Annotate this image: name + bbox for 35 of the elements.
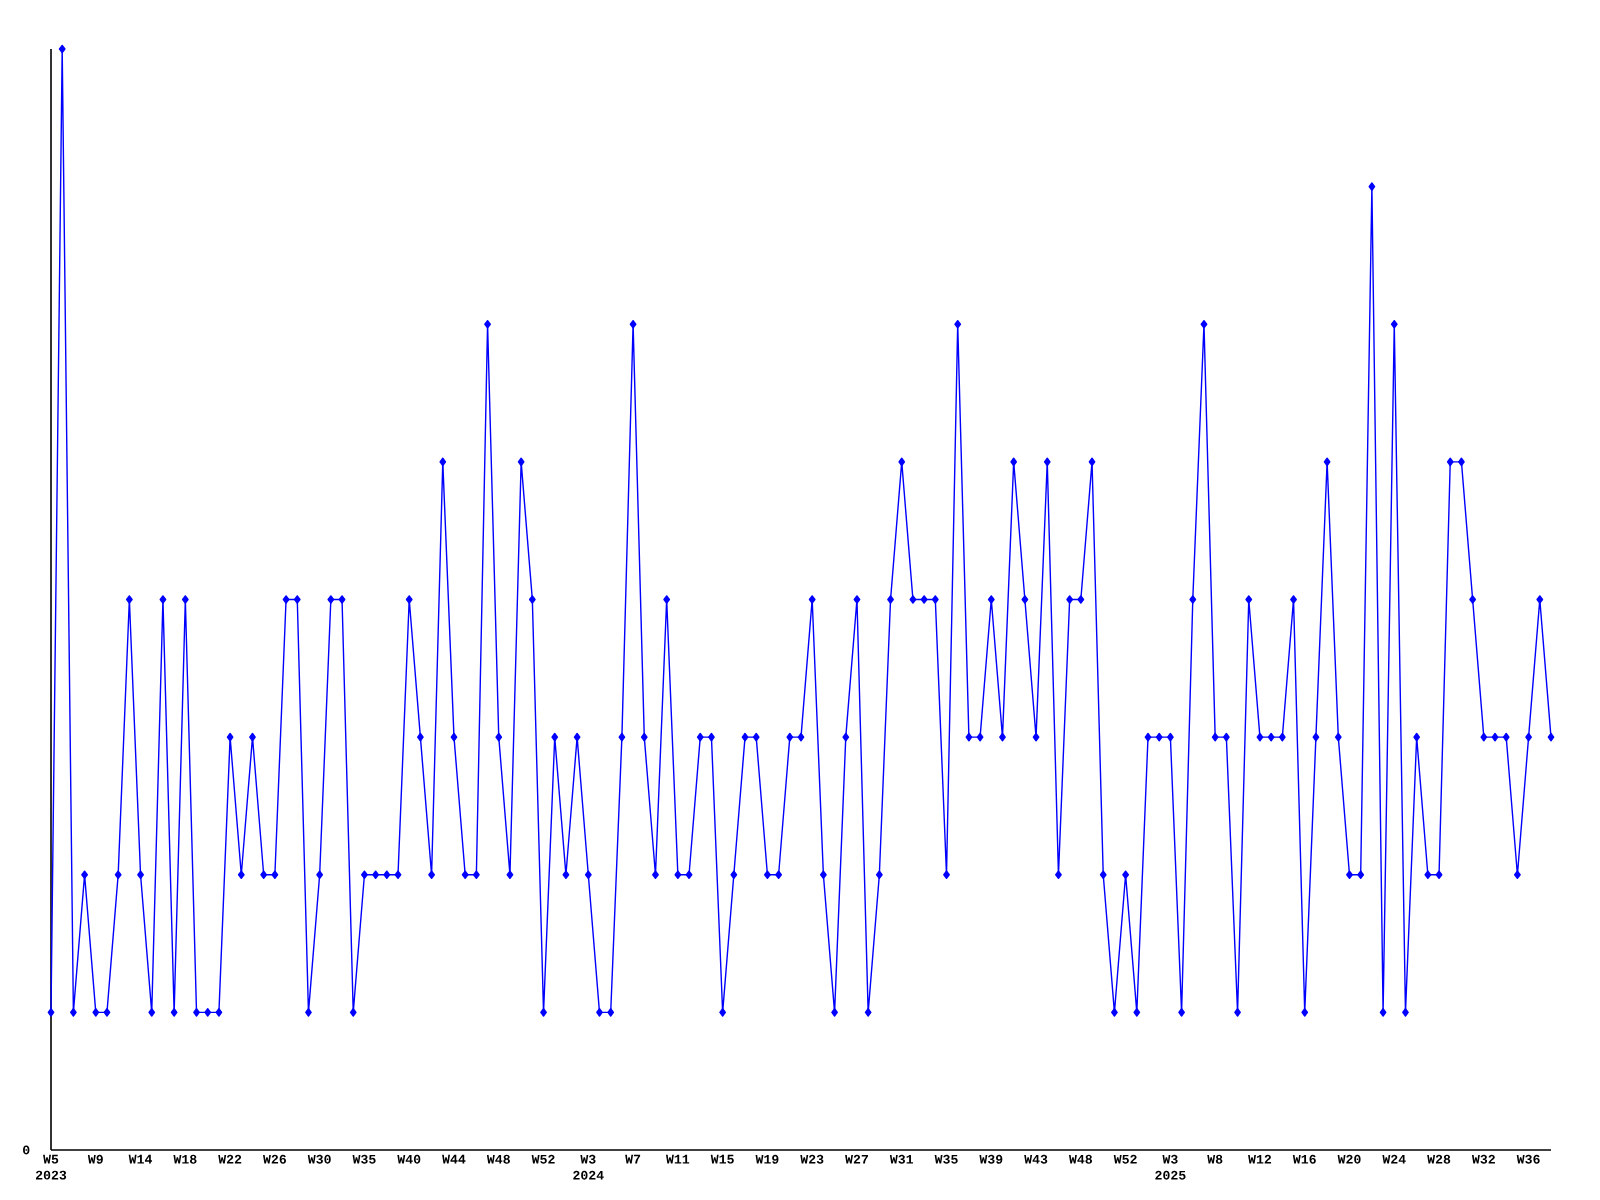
x-tick-label: W32 xyxy=(1471,1154,1495,1164)
x-tick-label: W9 xyxy=(87,1154,103,1164)
x-tick-label: W24 xyxy=(1382,1154,1406,1164)
x-tick-label: W7 xyxy=(625,1154,641,1164)
x-tick-label: W23 xyxy=(800,1154,824,1164)
x-tick-label: W30 xyxy=(307,1154,331,1164)
x-tick-label: W27 xyxy=(845,1154,868,1164)
x-tick-label: W48 xyxy=(486,1154,510,1164)
x-tick-label: W5 2023 xyxy=(35,1154,67,1180)
x-tick-label: W14 xyxy=(128,1154,153,1164)
x-tick-label: W3 2025 xyxy=(1155,1154,1186,1180)
x-tick-label: W44 xyxy=(442,1154,466,1164)
x-tick-label: W3 2024 xyxy=(573,1154,604,1180)
x-tick-label: W31 xyxy=(889,1154,914,1164)
x-tick-label: W16 xyxy=(1292,1154,1316,1164)
x-tick-label: W39 xyxy=(979,1154,1003,1164)
x-tick-label: W43 xyxy=(1024,1154,1048,1164)
x-tick-label: W12 xyxy=(1248,1154,1272,1164)
x-tick-label: W22 xyxy=(218,1154,242,1164)
x-tick-label: W35 xyxy=(352,1154,376,1164)
x-tick-label: W11 xyxy=(665,1154,690,1164)
x-tick-label: W35 xyxy=(934,1154,958,1164)
x-tick-label: W19 xyxy=(755,1154,779,1164)
x-tick-label: W36 xyxy=(1516,1154,1540,1164)
x-tick-label: W40 xyxy=(397,1154,421,1164)
x-tick-label: W26 xyxy=(263,1154,286,1164)
x-tick-label: W15 xyxy=(710,1154,734,1164)
text: 0 xyxy=(23,1145,30,1155)
x-tick-label: W20 xyxy=(1337,1154,1361,1164)
x-tick-label: W8 xyxy=(1207,1154,1223,1164)
x-tick-label: W18 xyxy=(173,1154,197,1164)
x-tick-label: W52 xyxy=(531,1154,555,1164)
x-tick-label: W48 xyxy=(1068,1154,1093,1164)
x-tick-label: W28 xyxy=(1427,1154,1451,1164)
x-tick-label: W52 xyxy=(1113,1154,1137,1164)
